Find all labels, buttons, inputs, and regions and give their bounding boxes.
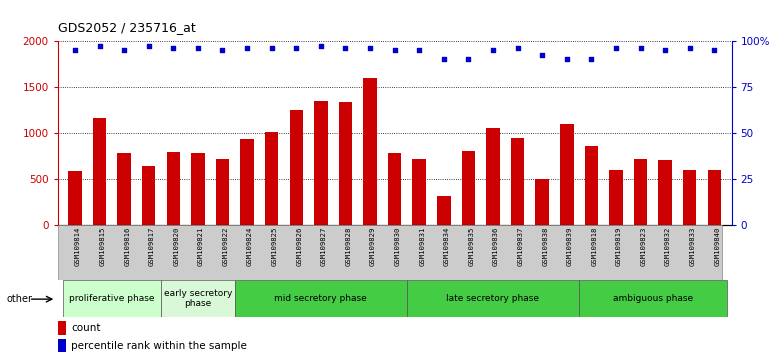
Bar	[166, 152, 180, 225]
Text: other: other	[6, 294, 32, 304]
Text: GSM109815: GSM109815	[99, 227, 105, 266]
Text: GSM109828: GSM109828	[346, 227, 351, 266]
Bar	[363, 78, 377, 225]
Bar	[69, 171, 82, 225]
Text: GSM109818: GSM109818	[591, 227, 598, 266]
Text: GSM109839: GSM109839	[567, 227, 573, 266]
Bar	[634, 159, 648, 225]
Bar	[683, 170, 696, 225]
Text: early secretory
phase: early secretory phase	[164, 289, 232, 308]
Bar	[388, 154, 401, 225]
Text: GDS2052 / 235716_at: GDS2052 / 235716_at	[58, 21, 196, 34]
Point	[388, 47, 400, 53]
Text: GSM109836: GSM109836	[493, 227, 499, 266]
Bar	[658, 160, 672, 225]
Bar	[93, 118, 106, 225]
Bar	[290, 110, 303, 225]
Bar	[708, 170, 721, 225]
Point	[659, 47, 671, 53]
Bar	[413, 159, 426, 225]
Bar	[511, 138, 524, 225]
Text: GSM109829: GSM109829	[370, 227, 376, 266]
Bar	[339, 102, 352, 225]
Text: count: count	[71, 323, 101, 333]
Text: GSM109825: GSM109825	[272, 227, 278, 266]
Bar	[314, 102, 327, 225]
Point	[216, 47, 229, 53]
Point	[487, 47, 499, 53]
Point	[536, 53, 548, 58]
Text: GSM109831: GSM109831	[419, 227, 425, 266]
Bar	[609, 170, 623, 225]
Point	[93, 44, 105, 49]
Point	[708, 47, 721, 53]
Point	[437, 56, 450, 62]
Point	[192, 45, 204, 51]
Bar	[407, 280, 579, 317]
Point	[585, 56, 598, 62]
Text: GSM109826: GSM109826	[296, 227, 303, 266]
Bar	[235, 280, 407, 317]
Bar	[142, 166, 156, 225]
Point	[118, 47, 130, 53]
Bar	[58, 321, 66, 335]
Point	[610, 45, 622, 51]
Text: GSM109840: GSM109840	[715, 227, 720, 266]
Text: GSM109822: GSM109822	[223, 227, 229, 266]
Bar	[579, 280, 727, 317]
Point	[340, 45, 352, 51]
Point	[142, 44, 155, 49]
Text: GSM109830: GSM109830	[394, 227, 400, 266]
Text: GSM109838: GSM109838	[542, 227, 548, 266]
Text: GSM109823: GSM109823	[641, 227, 647, 266]
Point	[315, 44, 327, 49]
Text: proliferative phase: proliferative phase	[69, 294, 155, 303]
Bar	[161, 280, 235, 317]
Point	[266, 45, 278, 51]
Bar	[58, 339, 66, 352]
Point	[561, 56, 573, 62]
Bar	[216, 159, 229, 225]
Bar	[462, 151, 475, 225]
Bar	[584, 146, 598, 225]
Point	[511, 45, 524, 51]
Text: late secretory phase: late secretory phase	[447, 294, 540, 303]
Text: GSM109821: GSM109821	[198, 227, 204, 266]
Bar	[117, 154, 131, 225]
Point	[290, 45, 303, 51]
Text: GSM109833: GSM109833	[690, 227, 696, 266]
Bar	[265, 132, 279, 225]
Text: ambiguous phase: ambiguous phase	[613, 294, 693, 303]
Text: GSM109832: GSM109832	[665, 227, 671, 266]
Point	[634, 45, 647, 51]
Text: GSM109834: GSM109834	[444, 227, 450, 266]
Point	[69, 47, 81, 53]
Text: mid secretory phase: mid secretory phase	[274, 294, 367, 303]
Bar	[437, 196, 450, 225]
Text: percentile rank within the sample: percentile rank within the sample	[71, 341, 247, 350]
Bar	[535, 179, 549, 225]
Bar	[191, 154, 205, 225]
Bar	[62, 280, 161, 317]
Text: GSM109817: GSM109817	[149, 227, 155, 266]
Text: GSM109837: GSM109837	[517, 227, 524, 266]
Point	[241, 45, 253, 51]
Point	[684, 45, 696, 51]
Bar	[240, 139, 254, 225]
Text: GSM109827: GSM109827	[321, 227, 326, 266]
Point	[167, 45, 179, 51]
Bar	[486, 128, 500, 225]
Point	[364, 45, 377, 51]
Text: GSM109814: GSM109814	[75, 227, 81, 266]
Text: GSM109816: GSM109816	[124, 227, 130, 266]
Point	[462, 56, 474, 62]
Point	[413, 47, 425, 53]
Text: GSM109835: GSM109835	[468, 227, 474, 266]
Text: GSM109820: GSM109820	[173, 227, 179, 266]
Bar	[560, 125, 574, 225]
Text: GSM109819: GSM109819	[616, 227, 622, 266]
Text: GSM109824: GSM109824	[247, 227, 253, 266]
